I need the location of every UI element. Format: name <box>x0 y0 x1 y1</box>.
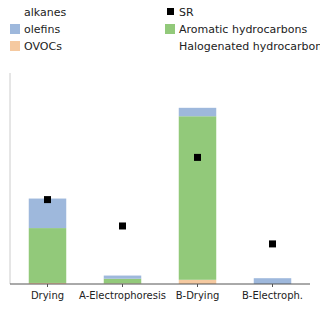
x-tick <box>197 284 198 287</box>
x-tick <box>122 284 123 287</box>
marks <box>29 108 292 284</box>
scatter-point <box>269 240 276 247</box>
chart: alkanes SR olefins Aromatic hydrocarbons OVO… <box>0 0 320 320</box>
y-axis-line <box>10 73 11 284</box>
x-tick-label: A-Electrophoresis <box>79 290 166 301</box>
x-tick-label: B-Drying <box>176 290 220 301</box>
legend-label: OVOCs <box>24 40 62 53</box>
x-tick <box>272 284 273 287</box>
x-tick-label: B-Electroph. <box>242 290 303 301</box>
x-tick <box>47 284 48 287</box>
x-axis-line <box>10 284 310 285</box>
legend-label: Aromatic hydrocarbons <box>179 23 307 36</box>
x-tick-label: Drying <box>31 290 64 301</box>
bar-segment <box>104 276 142 279</box>
legend-swatch <box>10 41 20 51</box>
annotation: alkanes <box>24 6 66 19</box>
bar-segment <box>29 228 67 283</box>
scatter-point <box>44 196 51 203</box>
legend-swatch <box>165 24 175 34</box>
bar-segment <box>104 279 142 284</box>
legend: alkanes SR olefins Aromatic hydrocarbons OVO… <box>10 6 320 53</box>
bar-segment <box>179 108 217 116</box>
bar-segment <box>254 278 292 284</box>
legend-label: SR <box>179 6 194 19</box>
bar-segment <box>179 116 217 280</box>
annotation: Halogenated hydrocarbons <box>179 40 320 53</box>
scatter-point <box>194 154 201 161</box>
legend-label: olefins <box>24 23 60 36</box>
scatter-point <box>119 222 126 229</box>
legend-swatch <box>10 24 20 34</box>
legend-marker <box>167 8 174 15</box>
bar-segment <box>179 280 217 284</box>
